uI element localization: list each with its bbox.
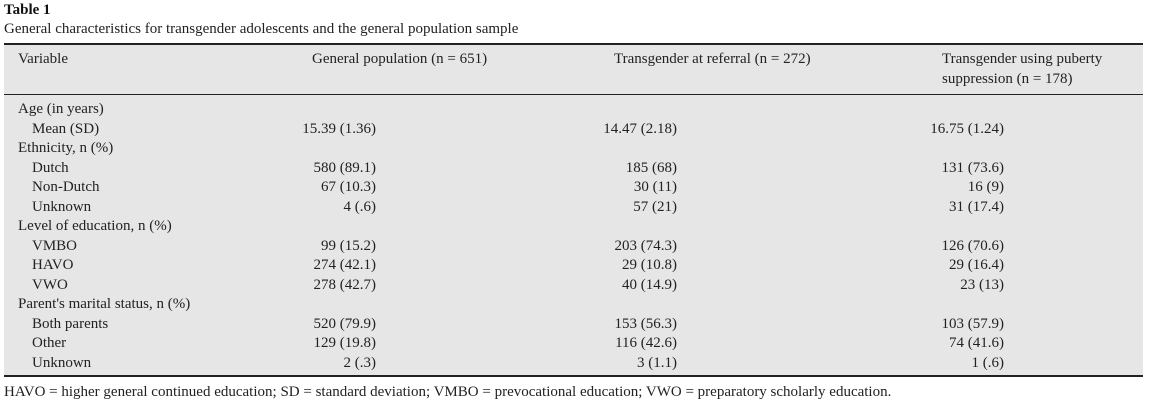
row-label: Unknown	[32, 354, 92, 371]
header-transgender-puberty-suppression: Transgender using puberty suppression (n…	[942, 51, 1103, 87]
table-label: Table 1	[4, 2, 51, 18]
cell-general: 129 (19.8)	[313, 335, 377, 351]
cell-puberty: 16.75 (1.24)	[930, 120, 1004, 137]
row-label: Other	[32, 335, 67, 351]
data-table: Variable General population (n = 651) Tr…	[4, 43, 1143, 377]
row-label: VMBO	[32, 237, 78, 254]
cell-referral: 29 (10.8)	[622, 257, 677, 273]
section-label: Ethnicity, n (%)	[18, 140, 114, 156]
cell-general: 2 (.3)	[343, 354, 377, 371]
section-label: Parent's marital status, n (%)	[18, 296, 191, 312]
cell-puberty: 1 (.6)	[971, 354, 1005, 371]
cell-general: 67 (10.3)	[321, 179, 376, 195]
cell-general: 278 (42.7)	[313, 276, 377, 293]
row-label: Non-Dutch	[32, 179, 100, 195]
cell-referral: 14.47 (2.18)	[603, 120, 677, 137]
cell-general: 99 (15.2)	[321, 237, 376, 254]
cell-general: 520 (79.9)	[313, 315, 377, 332]
header-general-population: General population (n = 651)	[312, 51, 488, 67]
cell-puberty: 16 (9)	[967, 179, 1004, 195]
cell-puberty: 74 (41.6)	[949, 335, 1004, 351]
cell-general: 274 (42.1)	[313, 257, 377, 273]
row-label: Dutch	[32, 159, 69, 176]
header-transgender-referral: Transgender at referral (n = 272)	[614, 51, 811, 67]
header-variable: Variable	[18, 51, 68, 67]
row-label: Both parents	[32, 315, 109, 332]
table-caption: General characteristics for transgender …	[4, 21, 519, 37]
row-label: Mean (SD)	[32, 120, 100, 137]
cell-referral: 185 (68)	[625, 159, 677, 176]
header-rule	[4, 94, 1143, 95]
section-label: Age (in years)	[18, 101, 104, 117]
row-label: VWO	[32, 276, 68, 293]
cell-puberty: 29 (16.4)	[949, 257, 1004, 273]
cell-puberty: 31 (17.4)	[949, 198, 1004, 215]
cell-referral: 116 (42.6)	[615, 335, 677, 351]
cell-referral: 3 (1.1)	[637, 354, 677, 371]
table-footnote: HAVO = higher general continued educatio…	[4, 384, 892, 400]
cell-referral: 203 (74.3)	[614, 237, 678, 254]
cell-puberty: 103 (57.9)	[941, 315, 1005, 332]
cell-general: 4 (.6)	[343, 198, 377, 215]
cell-general: 15.39 (1.36)	[302, 120, 376, 137]
row-label: Unknown	[32, 198, 92, 215]
cell-puberty: 131 (73.6)	[941, 159, 1005, 176]
cell-puberty: 126 (70.6)	[941, 237, 1005, 254]
cell-referral: 57 (21)	[633, 198, 677, 215]
cell-referral: 40 (14.9)	[622, 276, 677, 293]
cell-general: 580 (89.1)	[313, 159, 377, 176]
cell-referral: 30 (11)	[633, 179, 677, 195]
row-label: HAVO	[32, 257, 74, 273]
section-label: Level of education, n (%)	[18, 218, 172, 234]
cell-puberty: 23 (13)	[960, 276, 1004, 293]
cell-referral: 153 (56.3)	[614, 315, 678, 332]
